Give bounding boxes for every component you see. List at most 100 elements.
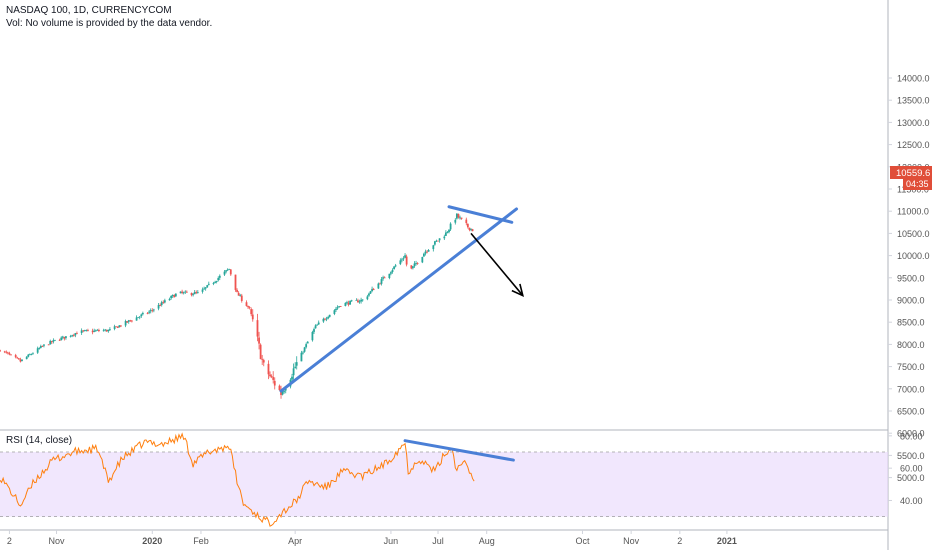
candle-body [223,271,226,275]
candle [152,308,155,313]
candle [82,329,85,333]
candle [361,299,364,302]
candle-body [295,362,298,366]
candle [258,331,260,350]
candle-body [317,322,320,325]
candle [225,270,227,274]
candle [250,307,253,317]
candle-body [58,339,61,341]
rsi-scale[interactable]: 80.00 60.00 40.00 [888,431,923,506]
candle [185,290,188,293]
candle-body [157,305,160,309]
candle-body [170,295,173,299]
candle [371,286,373,293]
candle-body [212,282,215,284]
candle-body [28,354,31,356]
candle [291,373,293,381]
candle [338,306,341,308]
time-tick-label: Aug [479,536,495,546]
candle-body [193,292,196,295]
candle [413,261,416,268]
candle [336,305,339,310]
candle [471,228,474,232]
price-scale[interactable]: 14000.013500.013000.012500.012000.011500… [888,74,930,484]
time-tick-label: Jun [384,536,399,546]
candle [170,295,173,300]
candle [435,239,438,243]
candle-body [300,352,303,362]
candle-body [338,306,341,308]
candle-body [152,309,155,311]
candle-body [113,326,116,330]
candle-body [30,354,33,356]
candle-body [168,298,171,301]
candle [325,316,328,322]
candle-body [368,293,370,296]
candle [116,326,119,329]
candle [316,323,319,326]
candle-body [184,291,187,293]
candle [388,273,391,280]
candle [444,230,447,237]
candle [162,300,165,304]
candle [333,309,336,316]
candle [127,319,130,324]
candle [217,276,220,282]
drawings-layer[interactable] [279,205,524,393]
candle-body [69,336,72,337]
candle [204,287,207,291]
candle [438,238,441,243]
candle-body [228,268,231,270]
support-trendline[interactable] [279,207,519,393]
countdown-bg [903,178,932,190]
candle [247,305,249,310]
candle-body [358,301,361,303]
candle [270,374,273,379]
candle-body [262,360,265,363]
candle [421,256,424,264]
candle [432,244,435,252]
candle [416,262,419,265]
candle-body [25,356,28,360]
candle-body [302,352,304,354]
candle [412,266,414,270]
candle-body [96,329,99,331]
candle-body [401,259,403,261]
candle [30,353,33,356]
candle-body [278,385,281,391]
candle-body [336,307,339,309]
rsi-divergence-line[interactable] [403,439,515,462]
candle [347,300,350,307]
candle-body [218,275,221,278]
candle-body [17,358,20,360]
candle-body [27,354,30,357]
forecast-arrow[interactable] [470,232,524,297]
candle [377,282,380,289]
candle-body [174,293,177,297]
candle-body [432,245,435,250]
candle [93,328,96,333]
candle-body [19,359,22,362]
candle [349,300,352,305]
candle [306,341,309,344]
time-scale[interactable]: 2 Nov 2020 Feb Apr Jun Jul Aug Oct Nov 2 2021 [7,530,737,546]
candle-body [76,333,78,335]
candle [72,333,75,337]
candle [404,253,406,259]
candle [6,351,9,355]
candle-body [457,213,460,218]
wedge-top-trendline[interactable] [447,205,514,224]
candle [184,290,187,295]
candle-body [225,270,227,272]
candle [256,313,259,342]
candle-body [85,330,88,331]
candlestick-series [0,213,474,399]
candle-body [43,344,45,346]
candle-body [281,391,284,395]
candle-body [16,357,19,359]
forecast-arrow-head[interactable] [511,283,524,297]
candle-body [259,344,262,360]
candle [393,266,395,270]
candle [314,324,317,329]
